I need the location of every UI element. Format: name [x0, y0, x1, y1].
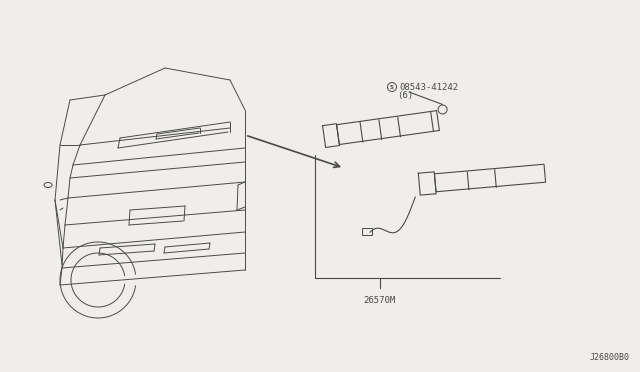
- Text: S: S: [390, 84, 394, 90]
- Text: 26570M: 26570M: [364, 296, 396, 305]
- Text: (6): (6): [397, 90, 413, 99]
- Bar: [362, 228, 372, 235]
- Text: J26800B0: J26800B0: [590, 353, 630, 362]
- Text: 08543-41242: 08543-41242: [399, 83, 458, 92]
